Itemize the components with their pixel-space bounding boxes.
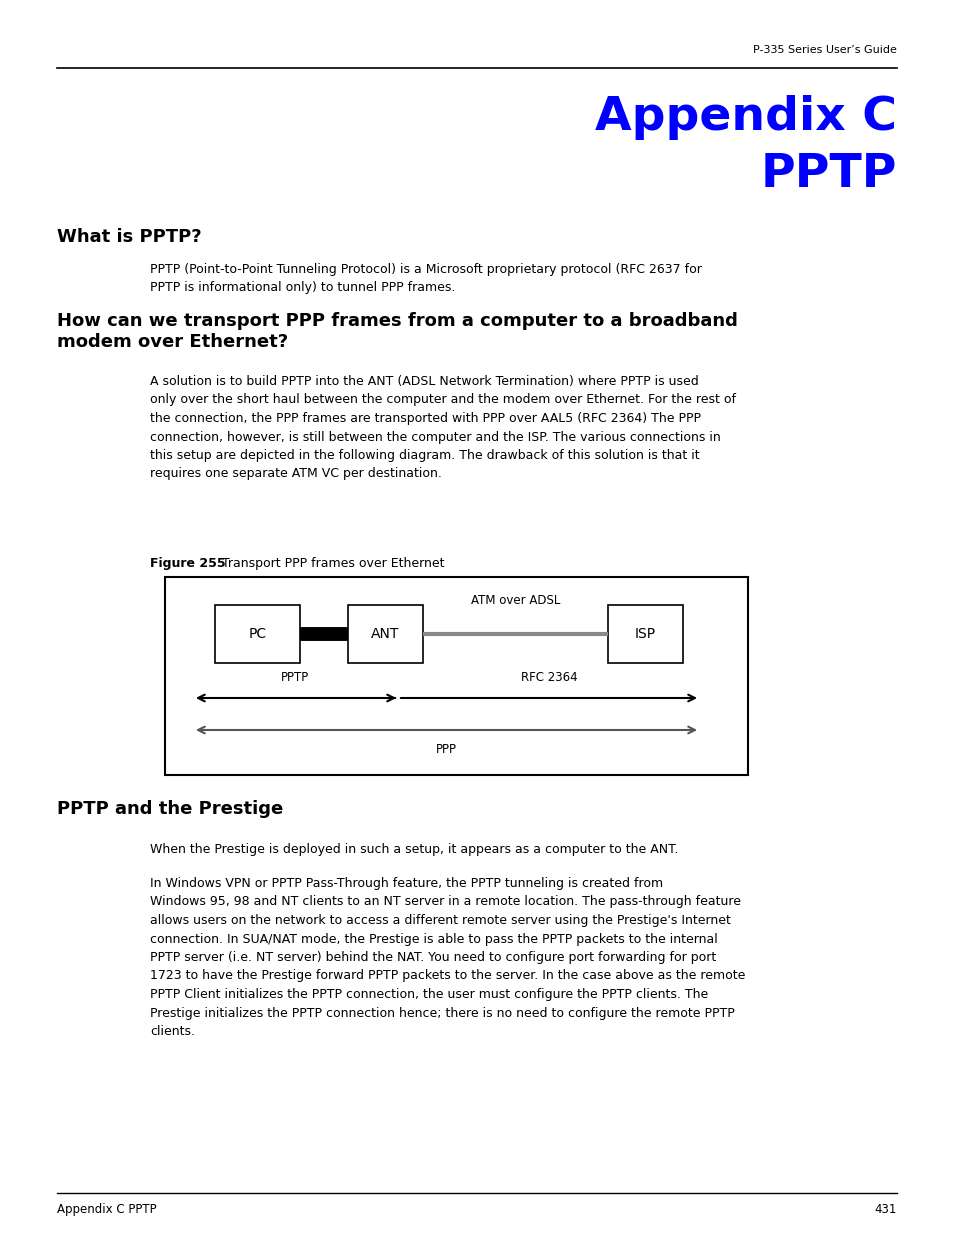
Text: PPTP and the Prestige: PPTP and the Prestige bbox=[57, 800, 283, 818]
Text: PPTP: PPTP bbox=[760, 152, 896, 198]
Bar bbox=[607, 605, 682, 663]
Text: Figure 255: Figure 255 bbox=[150, 557, 226, 571]
Text: Appendix C: Appendix C bbox=[595, 95, 896, 140]
Text: Appendix C PPTP: Appendix C PPTP bbox=[57, 1203, 156, 1216]
Bar bbox=[348, 605, 422, 663]
Text: 431: 431 bbox=[874, 1203, 896, 1216]
Text: A solution is to build PPTP into the ANT (ADSL Network Termination) where PPTP i: A solution is to build PPTP into the ANT… bbox=[150, 375, 735, 480]
Text: ANT: ANT bbox=[371, 627, 399, 641]
Text: Transport PPP frames over Ethernet: Transport PPP frames over Ethernet bbox=[222, 557, 444, 571]
Text: In Windows VPN or PPTP Pass-Through feature, the PPTP tunneling is created from
: In Windows VPN or PPTP Pass-Through feat… bbox=[150, 877, 744, 1037]
Text: What is PPTP?: What is PPTP? bbox=[57, 228, 201, 246]
Text: How can we transport PPP frames from a computer to a broadband
modem over Ethern: How can we transport PPP frames from a c… bbox=[57, 312, 737, 351]
Text: ISP: ISP bbox=[635, 627, 656, 641]
Text: P-335 Series User’s Guide: P-335 Series User’s Guide bbox=[752, 44, 896, 56]
Text: When the Prestige is deployed in such a setup, it appears as a computer to the A: When the Prestige is deployed in such a … bbox=[150, 844, 678, 856]
Text: PC: PC bbox=[248, 627, 266, 641]
Text: ATM over ADSL: ATM over ADSL bbox=[471, 594, 559, 606]
Text: PPTP: PPTP bbox=[281, 671, 310, 684]
Text: RFC 2364: RFC 2364 bbox=[520, 671, 577, 684]
Bar bbox=[214, 605, 299, 663]
Text: PPTP (Point-to-Point Tunneling Protocol) is a Microsoft proprietary protocol (RF: PPTP (Point-to-Point Tunneling Protocol)… bbox=[150, 263, 701, 294]
Bar bbox=[165, 577, 747, 776]
Text: PPP: PPP bbox=[436, 743, 456, 756]
